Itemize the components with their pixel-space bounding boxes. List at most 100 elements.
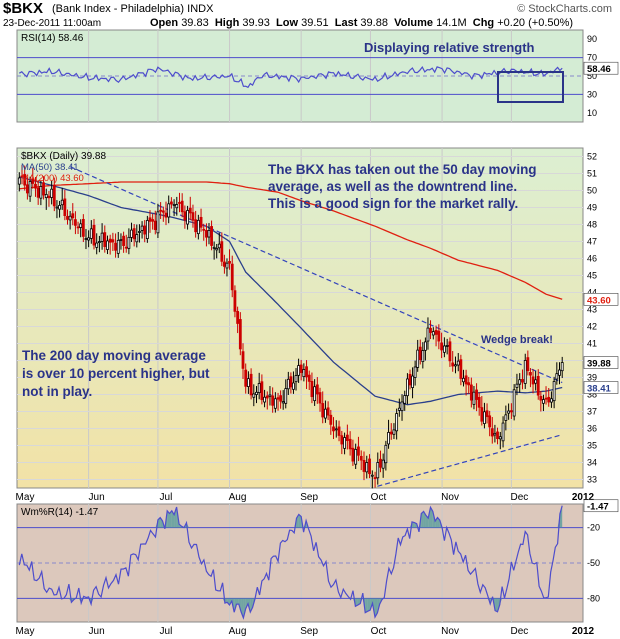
candle-body	[260, 381, 264, 401]
high-label: High	[214, 17, 240, 29]
candle-body	[518, 379, 522, 385]
candle-body	[365, 462, 369, 473]
volume-label: Volume	[394, 17, 433, 29]
candle-body	[130, 229, 133, 238]
ma200-legend: MA(200) 43.60	[21, 173, 84, 184]
candle-body	[395, 413, 399, 432]
candle-body	[297, 365, 300, 376]
candle-body	[459, 359, 463, 379]
candle-body	[318, 392, 322, 404]
williams-tick-label: -20	[587, 523, 600, 533]
candle-body	[310, 380, 314, 397]
grid-lines	[17, 30, 583, 622]
candle-body	[321, 403, 325, 418]
candle-body	[542, 399, 545, 404]
candle-body	[145, 220, 149, 239]
left-annotation-line: is over 10 percent higher, but	[22, 366, 210, 381]
williams-overbought-fill	[171, 510, 175, 528]
price-x-tick-label: Jun	[89, 492, 105, 503]
candle-body	[507, 410, 511, 414]
candle-body	[464, 375, 468, 385]
chg-value: +0.20 (+0.50%)	[497, 17, 574, 29]
candle-body	[456, 360, 460, 366]
candle-body	[111, 239, 115, 243]
candle-body	[225, 262, 229, 269]
ma50-line	[19, 176, 563, 406]
rsi-tick-label: 70	[587, 53, 597, 63]
chart-header: $BKX (Bank Index - Philadelphia) INDX © …	[0, 0, 620, 30]
price-tick-label: 49	[587, 203, 597, 213]
candle-body	[442, 345, 446, 353]
candle-body	[238, 319, 242, 350]
price-tick-label: 36	[587, 424, 597, 434]
candle-body	[169, 201, 173, 205]
candle-body	[191, 212, 195, 221]
candle-body	[521, 379, 524, 383]
rsi-last-tag: 58.46	[587, 64, 611, 75]
candle-body	[138, 231, 141, 233]
price-tick-label: 52	[587, 152, 597, 162]
candle-body	[228, 261, 231, 264]
candle-body	[526, 357, 530, 372]
candle-body	[92, 224, 96, 246]
symbol: $BKX	[3, 0, 44, 17]
price-legend: $BKX (Daily) 39.88	[21, 151, 106, 162]
candle-body	[429, 327, 432, 333]
candle-body	[28, 181, 32, 197]
stockcharts-watermark[interactable]: © StockCharts.com	[517, 3, 612, 15]
candle-body	[472, 391, 476, 405]
open-label: Open	[150, 17, 179, 29]
williams-overbought-fill	[425, 515, 429, 528]
candle-body	[431, 331, 435, 336]
candle-body	[421, 350, 425, 363]
candle-body	[547, 396, 551, 403]
index-name: (Bank Index - Philadelphia) INDX	[52, 3, 213, 15]
candle-body	[84, 238, 88, 240]
candle-body	[373, 477, 377, 480]
candle-body	[233, 290, 237, 312]
williams-overbought-fill	[435, 517, 438, 528]
candle-body	[337, 426, 341, 436]
candle-body	[418, 346, 422, 361]
candle-body	[329, 414, 333, 425]
candle-body	[488, 415, 492, 428]
main-annotation-line: The BKX has taken out the 50 day moving	[268, 162, 537, 177]
price-x-tick-label: Jul	[160, 492, 173, 503]
candle-body	[445, 345, 449, 347]
last-value: 39.88	[360, 17, 388, 29]
candle-body	[87, 237, 91, 241]
ma50-last-tag-bg	[583, 381, 619, 394]
price-last-tag: 39.88	[587, 359, 611, 370]
candle-body	[536, 376, 540, 396]
williams-overbought-fill	[412, 521, 415, 528]
candle-body	[124, 246, 128, 249]
candle-body	[454, 364, 457, 367]
candle-body	[284, 388, 288, 404]
candle-body	[370, 474, 374, 477]
candle-body	[448, 341, 452, 362]
price-tick-label: 44	[587, 288, 597, 298]
candle-body	[255, 391, 258, 395]
price-tick-label: 42	[587, 322, 597, 332]
candle-body	[106, 240, 109, 250]
candle-body	[66, 216, 69, 220]
low-label: Low	[276, 17, 299, 29]
williams-x-tick-label: 2012	[572, 626, 595, 637]
candle-body	[501, 422, 505, 442]
candle-body	[220, 241, 224, 262]
price-tick-label: 41	[587, 339, 597, 349]
candle-body	[100, 232, 104, 242]
williams-x-tick-label: Nov	[441, 626, 459, 637]
candle-body	[114, 242, 117, 251]
rsi-line	[19, 65, 563, 89]
candle-body	[236, 311, 240, 324]
candle-body	[381, 459, 385, 469]
candle-body	[244, 369, 248, 387]
candle-body	[63, 198, 67, 216]
ma200-last-tag: 43.60	[587, 295, 611, 306]
candle-body	[119, 239, 123, 241]
candle-body	[345, 434, 349, 441]
candle-body	[273, 398, 277, 409]
series	[18, 65, 563, 620]
price-x-tick-label: Oct	[371, 492, 387, 503]
